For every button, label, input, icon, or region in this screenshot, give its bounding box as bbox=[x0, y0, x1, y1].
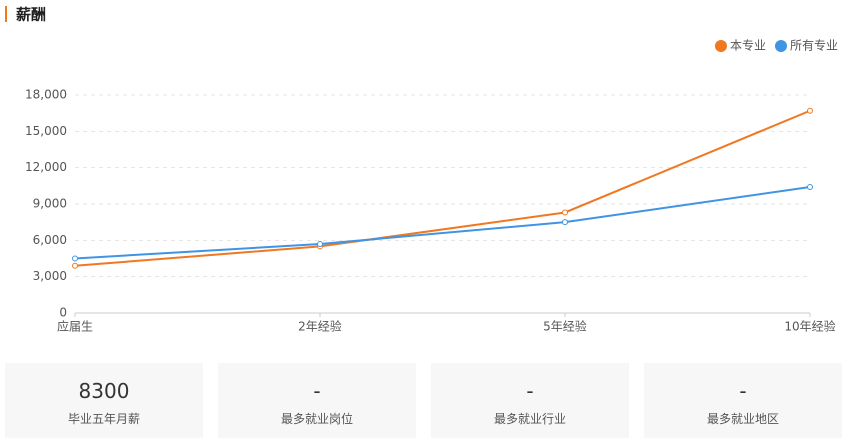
stat-card: - 最多就业地区 bbox=[644, 363, 842, 438]
point bbox=[807, 107, 813, 114]
stat-value: - bbox=[739, 379, 747, 403]
x-tick-label: 2年经验 bbox=[298, 319, 342, 334]
chart: 薪酬 0 3,000 6,000 9,000 12,000 15,000 18,000 应届生… bbox=[5, 6, 838, 334]
stat-label: 毕业五年月薪 bbox=[67, 412, 140, 426]
chart-title: 薪酬 bbox=[16, 6, 46, 24]
legend-marker bbox=[774, 40, 787, 52]
y-tick-label: 12,000 bbox=[25, 160, 67, 174]
x-tick-label: 应届生 bbox=[57, 319, 93, 334]
stat-value: - bbox=[313, 379, 321, 403]
stat-card: - 最多就业岗位 bbox=[218, 363, 416, 438]
stat-card: 8300 毕业五年月薪 bbox=[5, 363, 203, 438]
point bbox=[72, 255, 78, 262]
point bbox=[562, 219, 568, 226]
stat-label: 最多就业地区 bbox=[706, 412, 779, 426]
x-tick-label: 5年经验 bbox=[543, 319, 587, 334]
legend-label: 所有专业 bbox=[790, 38, 838, 53]
legend-marker bbox=[714, 40, 727, 52]
y-tick-label: 9,000 bbox=[33, 197, 67, 211]
point bbox=[317, 240, 323, 247]
line bbox=[74, 186, 811, 260]
point bbox=[807, 184, 813, 191]
y-tick-label: 0 bbox=[59, 306, 67, 320]
stat-value: - bbox=[526, 379, 534, 403]
y-tick-label: 3,000 bbox=[33, 269, 67, 283]
y-tick-label: 15,000 bbox=[25, 124, 67, 138]
line bbox=[74, 109, 811, 267]
legend-label: 本专业 bbox=[730, 38, 766, 53]
point bbox=[562, 209, 568, 216]
x-tick-label: 10年经验 bbox=[784, 319, 835, 334]
stat-card: - 最多就业行业 bbox=[431, 363, 629, 438]
stat-value: 8300 bbox=[78, 379, 130, 403]
stat-label: 最多就业岗位 bbox=[280, 412, 353, 426]
y-tick-label: 6,000 bbox=[33, 233, 67, 247]
y-tick-label: 18,000 bbox=[25, 88, 67, 102]
stat-label: 最多就业行业 bbox=[493, 412, 566, 426]
title-accent bbox=[5, 6, 7, 22]
point bbox=[72, 262, 78, 269]
